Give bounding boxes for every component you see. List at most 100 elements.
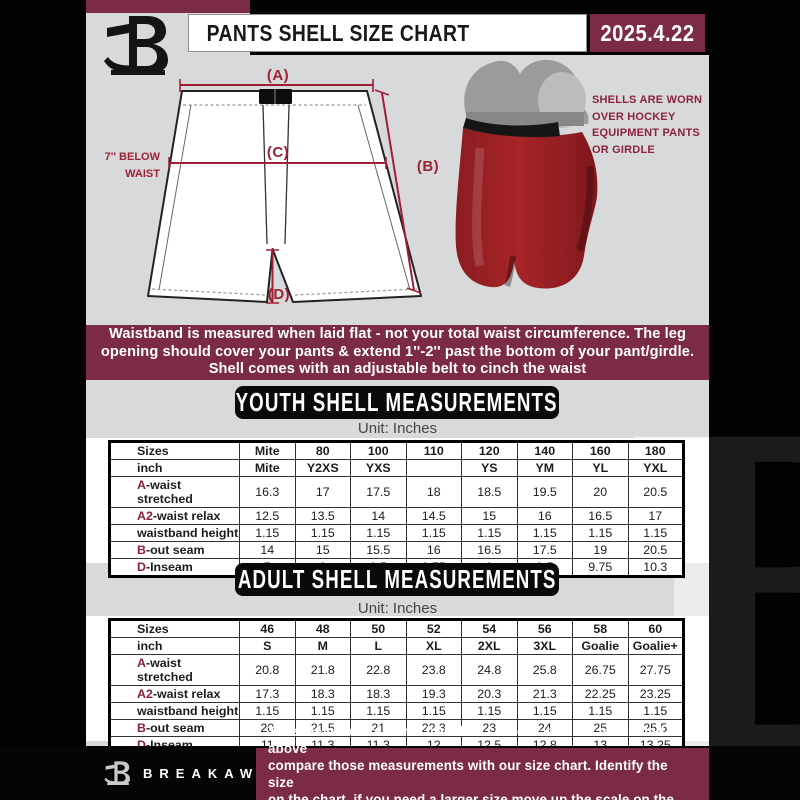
size-cell: M	[294, 637, 351, 655]
size-cell: 15.5	[350, 541, 407, 559]
below-waist-note: 7'' BELOW WAIST	[104, 151, 160, 180]
table-row: waistband height 1.15 1.15 1.15 1.15 1.15 1.15…	[109, 702, 684, 720]
size-cell: 17.5	[350, 476, 407, 508]
table-row: A2-waist relax 17.3 18.3 18.3 19.3 20.3 21.3 22…	[109, 685, 684, 703]
size-cell: 23.25	[627, 685, 684, 703]
shorts-diagram	[147, 79, 422, 304]
size-cell: 14.5	[405, 507, 462, 525]
red-shell	[455, 128, 598, 289]
breakaway-footer-logo-icon	[104, 761, 130, 785]
row-label: B-out seam	[109, 541, 240, 559]
size-cell: 12.5	[239, 507, 296, 525]
size-cell: 1.15	[461, 702, 518, 720]
table-row: inch S M L XL 2XL 3XL Goalie Goalie+	[109, 637, 684, 655]
size-cell: 25	[572, 719, 629, 737]
measure-label-c: (C)	[266, 144, 290, 161]
date-text: 2025.4.22	[600, 19, 695, 46]
size-cell: 56	[516, 619, 573, 638]
size-cell: 25.8	[516, 654, 573, 686]
row-label: waistband height	[109, 524, 240, 542]
adult-unit-label: Unit: Inches	[357, 600, 438, 617]
size-cell: 1.15	[239, 702, 296, 720]
shorts-outline	[147, 90, 422, 303]
size-cell: 120	[461, 441, 518, 460]
size-cell: 110	[405, 441, 462, 460]
row-label: B-out seam	[109, 719, 240, 737]
size-cell: 1.15	[405, 524, 462, 542]
table-row: B-out seam 20 21.5 21 22.3 23 24 25 25.5	[109, 719, 684, 737]
watermark-clip-right: B	[709, 55, 800, 747]
size-cell: 140	[516, 441, 573, 460]
size-cell: 25.5	[627, 719, 684, 737]
size-cell: 16.5	[572, 507, 629, 525]
size-cell: 10.3	[627, 558, 684, 577]
size-cell: 17	[627, 507, 684, 525]
youth-table-band: Sizes Mite 80 100 110 120 140 160 180 inch Mite Y2X…	[86, 438, 709, 578]
youth-unit-label: Unit: Inches	[357, 420, 438, 437]
size-cell: 24.8	[461, 654, 518, 686]
size-cell: 17.3	[239, 685, 296, 703]
size-cell: YL	[572, 459, 629, 477]
size-cell: 20.8	[239, 654, 296, 686]
measurement-lines	[168, 79, 422, 304]
size-cell: 180	[627, 441, 684, 460]
size-cell: YM	[516, 459, 573, 477]
size-cell: 15	[294, 541, 351, 559]
size-cell: 26.75	[572, 654, 629, 686]
size-cell: YS	[461, 459, 518, 477]
size-cell: 18.5	[461, 476, 518, 508]
row-label: Sizes	[109, 619, 240, 638]
size-cell: 18.3	[294, 685, 351, 703]
table-row: waistband height 1.15 1.15 1.15 1.15 1.15 1.15…	[109, 524, 684, 542]
size-cell: Goalie+	[627, 637, 684, 655]
date-badge: 2025.4.22	[590, 14, 705, 52]
size-cell: YXS	[350, 459, 407, 477]
size-cell: 1.15	[461, 524, 518, 542]
breakaway-logo-icon	[103, 14, 173, 81]
size-cell: 20	[239, 719, 296, 737]
size-cell: 16	[405, 541, 462, 559]
size-cell: 50	[350, 619, 407, 638]
size-cell: 16.3	[239, 476, 296, 508]
size-cell: 1.15	[572, 524, 629, 542]
size-cell: 60	[627, 619, 684, 638]
size-cell: 20.5	[627, 541, 684, 559]
row-label: waistband height	[109, 702, 240, 720]
table-row: Sizes Mite 80 100 110 120 140 160 180	[109, 441, 684, 460]
size-cell: 13.5	[294, 507, 351, 525]
size-cell: 15	[461, 507, 518, 525]
youth-title-text: YOUTH SHELL MEASUREMENTS	[236, 387, 558, 417]
size-cell: 1.15	[294, 702, 351, 720]
table-row: A-waist stretched 16.3 17 17.5 18 18.5 19.5 20 2…	[109, 476, 684, 508]
size-cell: 48	[294, 619, 351, 638]
title-bar: PANTS SHELL SIZE CHART	[188, 14, 587, 52]
size-cell: 80	[294, 441, 351, 460]
size-cell: 1.15	[516, 524, 573, 542]
size-cell: Y2XS	[294, 459, 351, 477]
table-row: B-out seam 14 15 15.5 16 16.5 17.5 19 20.5	[109, 541, 684, 559]
size-cell: 23.8	[405, 654, 462, 686]
footer-note-text: Take the measurements from last seasons …	[268, 723, 674, 800]
size-cell: 2XL	[461, 637, 518, 655]
hockey-pants-photo	[455, 59, 598, 289]
size-cell: 21.3	[516, 685, 573, 703]
size-cell: Mite	[239, 459, 296, 477]
size-cell: 20.5	[627, 476, 684, 508]
size-cell: 1.15	[516, 702, 573, 720]
breakaway-watermark-icon: B	[709, 385, 800, 747]
size-cell: 14	[239, 541, 296, 559]
size-cell: 58	[572, 619, 629, 638]
brand-name: BREAKAWAY	[143, 765, 290, 781]
size-cell: 1.15	[350, 702, 407, 720]
youth-size-table: Sizes Mite 80 100 110 120 140 160 180 inch Mite Y2X…	[108, 440, 685, 578]
size-cell: 19.5	[516, 476, 573, 508]
size-cell: 1.15	[572, 702, 629, 720]
measure-label-a: (A)	[266, 67, 290, 84]
size-cell: 20	[572, 476, 629, 508]
size-cell: 1.15	[627, 524, 684, 542]
row-label: inch	[109, 459, 240, 477]
size-cell: 27.75	[627, 654, 684, 686]
size-cell: 22.3	[405, 719, 462, 737]
size-cell: Goalie	[572, 637, 629, 655]
